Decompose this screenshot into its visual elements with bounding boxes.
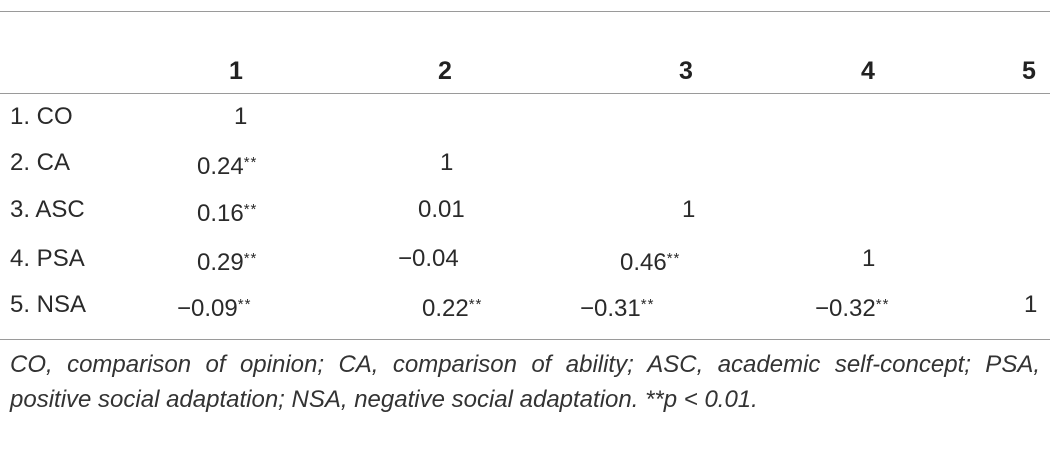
- cell-r4-c4: 1: [862, 245, 876, 272]
- col-header-5: 5: [1022, 57, 1036, 85]
- row-label: 5. NSA: [10, 291, 87, 318]
- row-label: 2. CA: [10, 149, 71, 176]
- row-label: 4. PSA: [10, 245, 85, 272]
- cell-r5-c1: −0.09**: [177, 295, 252, 322]
- table-row: 1. CO 1: [0, 102, 1050, 146]
- table-row: 3. ASC 0.16** 0.01 1: [0, 195, 1050, 239]
- table-row: 4. PSA 0.29** −0.04 0.46** 1: [0, 244, 1050, 288]
- table-row: 2. CA 0.24** 1: [0, 148, 1050, 192]
- significance-marker: **: [243, 201, 258, 218]
- cell-r5-c4: −0.32**: [815, 295, 890, 322]
- cell-r2-c2: 1: [440, 149, 454, 176]
- cell-r3-c2: 0.01: [418, 196, 465, 223]
- col-header-1: 1: [229, 57, 243, 85]
- cell-r4-c3: 0.46**: [620, 249, 681, 276]
- cell-r3-c3: 1: [682, 196, 696, 223]
- cell-r5-c3: −0.31**: [580, 295, 655, 322]
- significance-marker: **: [237, 296, 252, 313]
- significance-marker: **: [666, 250, 681, 267]
- significance-marker: **: [640, 296, 655, 313]
- table-bottom-rule: [0, 339, 1050, 340]
- significance-marker: **: [875, 296, 890, 313]
- row-label: 1. CO: [10, 103, 73, 130]
- table-footnote: CO, comparison of opinion; CA, compariso…: [10, 351, 1040, 413]
- col-header-2: 2: [438, 57, 452, 85]
- table-header-rule: [0, 93, 1050, 94]
- value-text: 0.24: [197, 153, 244, 180]
- table-row: 5. NSA −0.09** 0.22** −0.31** −0.32** 1: [0, 290, 1050, 334]
- significance-marker: **: [468, 296, 483, 313]
- cell-r2-c1: 0.24**: [197, 148, 257, 182]
- col-header-4: 4: [861, 57, 875, 85]
- cell-r3-c1: 0.16**: [197, 200, 258, 227]
- significance-marker: **: [243, 154, 258, 171]
- significance-marker: **: [243, 250, 258, 267]
- row-label: 3. ASC: [10, 196, 85, 223]
- cell-r1-c1: 1: [234, 103, 248, 130]
- cell-r4-c1: 0.29**: [197, 249, 258, 276]
- col-header-3: 3: [679, 57, 693, 85]
- cell-r5-c5: 1: [1024, 291, 1038, 318]
- cell-r5-c2: 0.22**: [422, 295, 483, 322]
- cell-r4-c2: −0.04: [398, 245, 459, 272]
- table-top-rule: [0, 11, 1050, 12]
